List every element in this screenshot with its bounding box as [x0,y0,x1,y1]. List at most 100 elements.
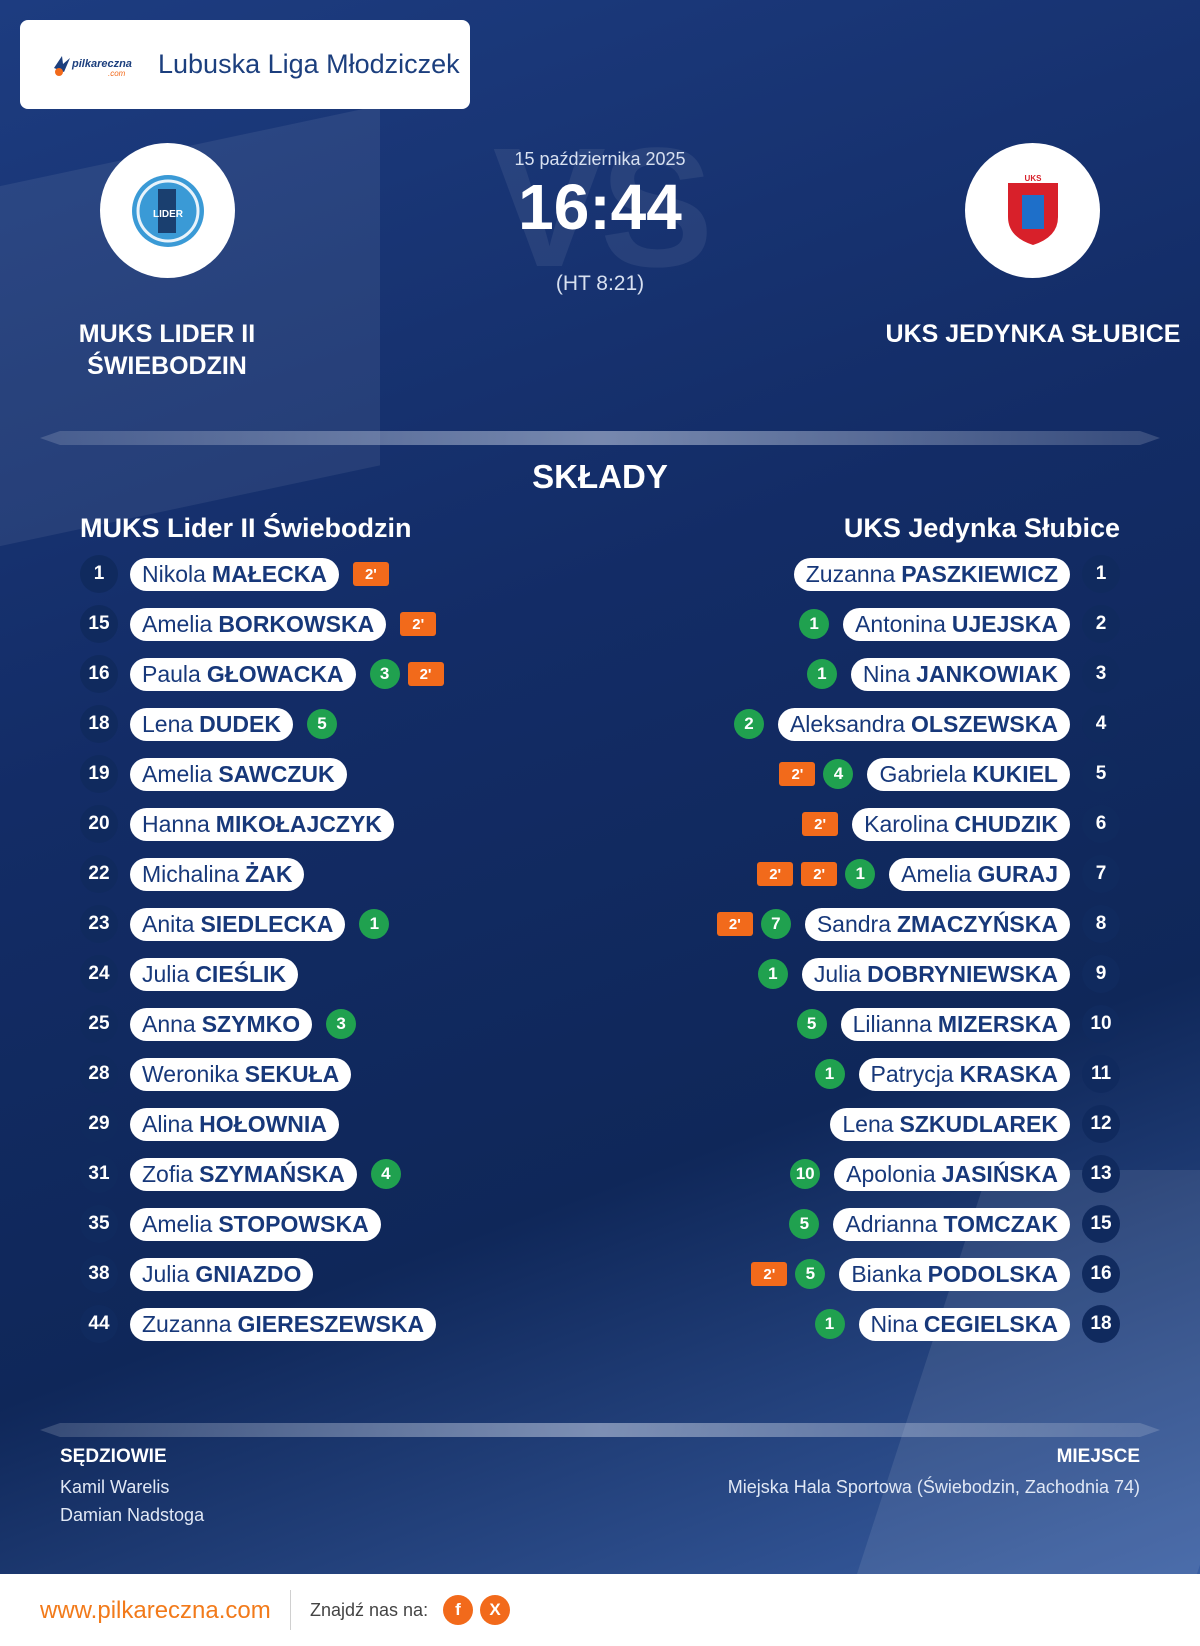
player-name[interactable]: Karolina CHUDZIK [852,807,1070,841]
player-name[interactable]: Aleksandra OLSZEWSKA [777,707,1070,741]
home-player-row[interactable]: 18 Lena DUDEK 5 [80,705,337,743]
player-name[interactable]: Apolonia JASIŃSKA [834,1157,1070,1191]
away-player-row[interactable]: 11 Patrycja KRASKA 1 [814,1055,1120,1093]
player-name[interactable]: Zofia SZYMAŃSKA [130,1157,357,1191]
away-player-row[interactable]: 1 Zuzanna PASZKIEWICZ [780,555,1120,593]
match-card: pilkareczna .com Lubuska Liga Młodziczek… [0,0,1200,1574]
player-name[interactable]: Antonina UJEJSKA [843,607,1070,641]
player-name[interactable]: Nina JANKOWIAK [850,657,1070,691]
home-player-row[interactable]: 31 Zofia SZYMAŃSKA 4 [80,1155,401,1193]
player-name[interactable]: Anita SIEDLECKA [130,907,346,941]
player-last-name: OLSZEWSKA [911,710,1058,737]
away-player-row[interactable]: 13 Apolonia JASIŃSKA 10 [790,1155,1120,1193]
player-last-name: CIEŚLIK [195,960,287,987]
shirt-number: 12 [1082,1105,1120,1143]
player-name[interactable]: Adrianna TOMCZAK [833,1207,1070,1241]
bottom-bar: www.pilkareczna.com Znajdź nas na: f X [0,1574,1200,1646]
player-name[interactable]: Gabriela KUKIEL [867,757,1070,791]
home-player-row[interactable]: 29 Alina HOŁOWNIA [80,1105,353,1143]
home-player-row[interactable]: 23 Anita SIEDLECKA 1 [80,905,390,943]
away-player-row[interactable]: 7 Amelia GURAJ 1 2' 2' [757,855,1120,893]
player-stats: 5 [796,1009,827,1039]
player-name[interactable]: Nikola MAŁECKA [130,557,339,591]
player-name[interactable]: Amelia SAWCZUK [130,757,347,791]
home-player-row[interactable]: 19 Amelia SAWCZUK [80,755,361,793]
home-player-row[interactable]: 22 Michalina ŻAK [80,855,318,893]
away-team-crest[interactable]: UKS [965,143,1100,278]
player-first-name: Patrycja [870,1060,954,1087]
away-player-row[interactable]: 18 Nina CEGIELSKA 1 [814,1305,1120,1343]
suspension-badge: 2' [751,1262,788,1286]
away-player-row[interactable]: 15 Adrianna TOMCZAK 5 [789,1205,1120,1243]
player-name[interactable]: Patrycja KRASKA [858,1057,1070,1091]
shirt-number: 25 [80,1005,118,1043]
player-name[interactable]: Lilianna MIZERSKA [840,1007,1070,1041]
suspension-badge: 2' [400,612,437,636]
home-team-crest[interactable]: LIDER [100,143,235,278]
player-name[interactable]: Julia GNIAZDO [130,1257,314,1291]
player-name[interactable]: Julia CIEŚLIK [130,957,299,991]
player-last-name: SIEDLECKA [200,910,334,937]
away-player-row[interactable]: 2 Antonina UJEJSKA 1 [799,605,1120,643]
player-last-name: JASIŃSKA [941,1160,1058,1187]
player-stats: 1 2' 2' [757,859,876,889]
away-player-row[interactable]: 3 Nina JANKOWIAK 1 [806,655,1120,693]
player-name[interactable]: Alina HOŁOWNIA [130,1107,339,1141]
player-name[interactable]: Zuzanna PASZKIEWICZ [793,557,1070,591]
x-icon[interactable]: X [480,1595,510,1625]
player-name[interactable]: Amelia GURAJ [889,857,1070,891]
home-player-row[interactable]: 28 Weronika SEKUŁA [80,1055,365,1093]
player-first-name: Lilianna [852,1010,932,1037]
shirt-number: 11 [1082,1055,1120,1093]
home-player-row[interactable]: 44 Zuzanna GIERESZEWSKA [80,1305,450,1343]
goals-badge: 1 [814,1059,845,1089]
home-player-row[interactable]: 15 Amelia BORKOWSKA 2' [80,605,437,643]
player-last-name: SZYMKO [201,1010,301,1037]
home-player-row[interactable]: 16 Paula GŁOWACKA 3 2' [80,655,444,693]
player-first-name: Julia [142,1260,190,1287]
player-name[interactable]: Paula GŁOWACKA [130,657,356,691]
player-name[interactable]: Sandra ZMACZYŃSKA [804,907,1070,941]
home-player-row[interactable]: 38 Julia GNIAZDO [80,1255,327,1293]
player-name[interactable]: Hanna MIKOŁAJCZYK [130,807,394,841]
away-player-row[interactable]: 4 Aleksandra OLSZEWSKA 2 [733,705,1120,743]
player-first-name: Apolonia [846,1160,936,1187]
away-player-row[interactable]: 16 Bianka PODOLSKA 5 2' [751,1255,1120,1293]
player-first-name: Amelia [142,610,213,637]
player-last-name: CHUDZIK [954,810,1059,837]
player-last-name: ŻAK [245,860,293,887]
away-player-row[interactable]: 12 Lena SZKUDLAREK [816,1105,1120,1143]
player-first-name: Anna [142,1010,196,1037]
player-stats: 2' [352,562,389,586]
shirt-number: 22 [80,855,118,893]
player-first-name: Nikola [142,560,206,587]
home-player-row[interactable]: 1 Nikola MAŁECKA 2' [80,555,389,593]
away-player-row[interactable]: 8 Sandra ZMACZYŃSKA 7 2' [716,905,1120,943]
player-name[interactable]: Weronika SEKUŁA [130,1057,352,1091]
player-name[interactable]: Lena DUDEK [130,707,293,741]
away-player-row[interactable]: 10 Lilianna MIZERSKA 5 [796,1005,1120,1043]
player-last-name: GŁOWACKA [206,660,344,687]
home-player-row[interactable]: 24 Julia CIEŚLIK [80,955,312,993]
player-first-name: Michalina [142,860,240,887]
player-name[interactable]: Bianka PODOLSKA [839,1257,1070,1291]
home-player-row[interactable]: 25 Anna SZYMKO 3 [80,1005,357,1043]
away-player-row[interactable]: 5 Gabriela KUKIEL 4 2' [779,755,1120,793]
referee-name: Damian Nadstoga [60,1505,205,1525]
facebook-icon[interactable]: f [443,1595,473,1625]
player-name[interactable]: Anna SZYMKO [130,1007,313,1041]
player-name[interactable]: Amelia STOPOWSKA [130,1207,381,1241]
player-name[interactable]: Michalina ŻAK [130,857,305,891]
away-player-row[interactable]: 9 Julia DOBRYNIEWSKA 1 [757,955,1120,993]
player-name[interactable]: Lena SZKUDLAREK [830,1107,1070,1141]
away-player-row[interactable]: 6 Karolina CHUDZIK 2' [802,805,1120,843]
player-name[interactable]: Zuzanna GIERESZEWSKA [130,1307,437,1341]
goals-badge: 4 [370,1159,401,1189]
home-player-row[interactable]: 20 Hanna MIKOŁAJCZYK [80,805,408,843]
player-name[interactable]: Nina CEGIELSKA [858,1307,1070,1341]
player-name[interactable]: Julia DOBRYNIEWSKA [801,957,1070,991]
home-player-row[interactable]: 35 Amelia STOPOWSKA [80,1205,395,1243]
pilkareczna-logo[interactable]: pilkareczna .com [50,50,140,80]
player-name[interactable]: Amelia BORKOWSKA [130,607,387,641]
website-link[interactable]: www.pilkareczna.com [40,1597,271,1624]
